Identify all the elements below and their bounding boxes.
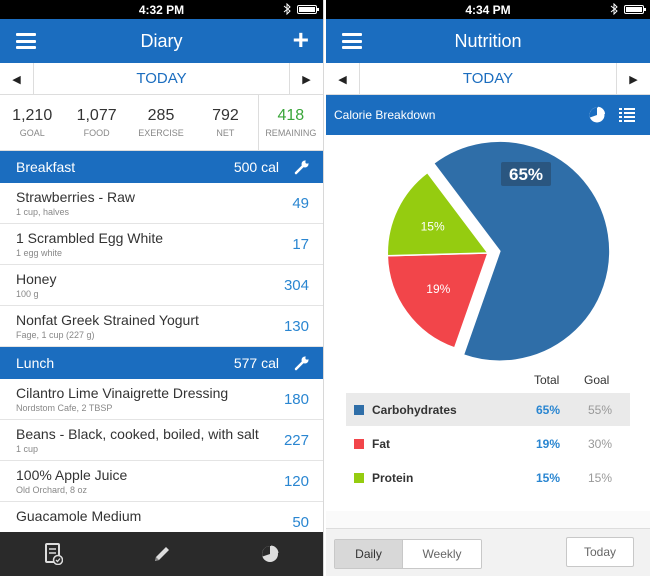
battery-icon <box>624 5 646 14</box>
status-bar: 4:32 PM <box>0 0 323 19</box>
section-calories: 577 cal <box>233 355 279 371</box>
page-title: Diary <box>140 30 183 51</box>
bluetooth-icon <box>610 3 618 15</box>
nutrient-legend: Total Goal Carbohydrates 65% 55% Fat 19%… <box>326 363 650 511</box>
status-time: 4:32 PM <box>138 2 185 17</box>
pie-slice-carbohydrates[interactable] <box>432 140 611 362</box>
daily-segment[interactable]: Daily <box>335 540 403 568</box>
status-time: 4:34 PM <box>465 2 511 17</box>
wrench-icon[interactable] <box>293 158 311 176</box>
diary-screen: 4:32 PM Diary + ◀ TODAY ▶ 1,210 GOAL 1,0… <box>0 0 324 576</box>
summary-goal: 1,210 GOAL <box>12 107 53 138</box>
weekly-segment[interactable]: Weekly <box>403 540 481 568</box>
food-item[interactable]: Nonfat Greek Strained Yogurt Fage, 1 cup… <box>0 306 323 347</box>
date-selector: ◀ TODAY ▶ <box>0 63 323 95</box>
svg-text:65%: 65% <box>509 165 543 184</box>
next-day-icon[interactable]: ▶ <box>289 63 323 95</box>
tab-bar <box>0 532 323 576</box>
add-icon[interactable]: + <box>292 24 309 55</box>
section-title: Calorie Breakdown <box>334 108 436 122</box>
nutrient-row-fat[interactable]: Fat 19% 30% <box>346 427 630 460</box>
page-title: Nutrition <box>454 30 522 51</box>
summary-exercise: 285 EXERCISE <box>138 107 184 138</box>
menu-icon[interactable] <box>16 33 36 49</box>
status-bar: 4:34 PM <box>326 0 650 19</box>
nutrient-row-protein[interactable]: Protein 15% 15% <box>346 461 630 494</box>
lunch-header: Lunch 577 cal <box>0 347 323 379</box>
swatch-fat <box>354 438 364 449</box>
date-label[interactable]: TODAY <box>462 70 514 87</box>
wrench-icon[interactable] <box>293 354 311 372</box>
summary-net: 792 NET <box>212 107 239 138</box>
pie-label-protein: 15% <box>421 219 445 233</box>
pie-chart-svg: 65% 19% 15% <box>386 140 611 362</box>
pie-label-fat: 19% <box>426 282 450 296</box>
food-item[interactable]: Cilantro Lime Vinaigrette Dressing Nords… <box>0 379 323 420</box>
nutrition-nav-bar: Nutrition <box>326 19 650 63</box>
date-label[interactable]: TODAY <box>136 70 187 87</box>
calorie-pie-chart: 65% 19% 15% <box>326 135 650 363</box>
svg-text:15%: 15% <box>421 219 445 233</box>
goal-header: Goal <box>584 373 610 387</box>
previous-day-icon[interactable]: ◀ <box>326 63 360 95</box>
list-icon[interactable] <box>618 106 636 124</box>
today-button[interactable]: Today <box>566 537 634 567</box>
pie-chart-icon[interactable] <box>588 106 606 124</box>
pie-chart-icon[interactable] <box>250 539 290 569</box>
food-item[interactable]: Honey 100 g 304 <box>0 265 323 306</box>
section-label: Lunch <box>16 355 55 371</box>
previous-day-icon[interactable]: ◀ <box>0 63 34 95</box>
food-item[interactable]: Strawberries - Raw 1 cup, halves 49 <box>0 183 323 224</box>
nutrient-row-carbohydrates[interactable]: Carbohydrates 65% 55% <box>346 393 630 426</box>
bluetooth-icon <box>283 3 291 15</box>
diary-tab-icon[interactable] <box>34 539 74 569</box>
menu-icon[interactable] <box>342 33 362 49</box>
summary-food: 1,077 FOOD <box>76 107 117 138</box>
period-segmented-control: Daily Weekly <box>334 539 482 569</box>
pie-label-carbohydrates: 65% <box>501 162 551 186</box>
svg-text:19%: 19% <box>426 282 450 296</box>
calorie-summary: 1,210 GOAL 1,077 FOOD 285 EXERCISE 792 N… <box>0 95 323 151</box>
pie-slice-fat[interactable] <box>386 252 490 349</box>
section-calories: 500 cal <box>233 159 279 175</box>
pie-slice-protein[interactable] <box>386 171 490 257</box>
breakfast-header: Breakfast 500 cal <box>0 151 323 183</box>
date-selector: ◀ TODAY ▶ <box>326 63 650 95</box>
swatch-protein <box>354 472 364 483</box>
battery-icon <box>297 5 319 14</box>
food-item[interactable]: 100% Apple Juice Old Orchard, 8 oz 120 <box>0 461 323 502</box>
pencil-icon[interactable] <box>142 539 182 569</box>
food-item[interactable]: Beans - Black, cooked, boiled, with salt… <box>0 420 323 461</box>
calorie-breakdown-header: Calorie Breakdown <box>326 95 650 135</box>
period-toolbar: Daily Weekly Today <box>326 528 650 576</box>
total-header: Total <box>534 373 560 387</box>
food-item[interactable]: 1 Scrambled Egg White 1 egg white 17 <box>0 224 323 265</box>
section-label: Breakfast <box>16 159 76 175</box>
diary-nav-bar: Diary + <box>0 19 323 63</box>
nutrition-screen: 4:34 PM Nutrition ◀ TODAY ▶ Calorie Brea… <box>326 0 650 576</box>
next-day-icon[interactable]: ▶ <box>616 63 650 95</box>
swatch-carbohydrates <box>354 404 364 415</box>
summary-remaining: 418 REMAINING <box>257 95 323 150</box>
